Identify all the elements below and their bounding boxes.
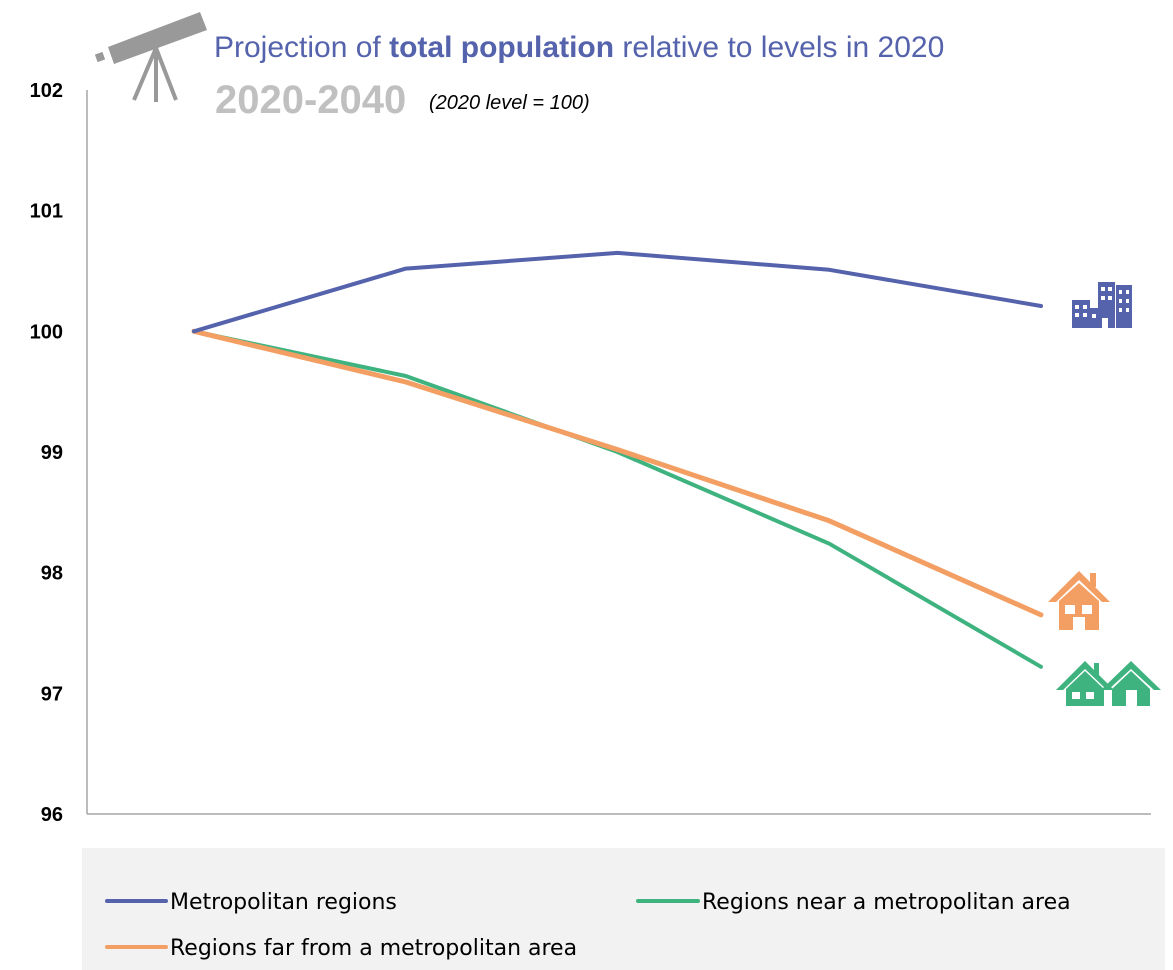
y-tick-label: 97 bbox=[41, 683, 63, 705]
legend-entry-metro: Metropolitan regions bbox=[105, 890, 397, 915]
series-line-near bbox=[192, 329, 1043, 669]
subtitle-note: (2020 level = 100) bbox=[429, 92, 590, 114]
legend-label-near: Regions near a metropolitan area bbox=[702, 890, 1071, 915]
y-tick-label: 96 bbox=[41, 804, 63, 826]
legend: Metropolitan regions Regions near a metr… bbox=[82, 848, 1165, 970]
chart-title: Projection of total population relative … bbox=[214, 31, 944, 64]
y-tick-label: 102 bbox=[30, 80, 63, 102]
legend-label-far: Regions far from a metropolitan area bbox=[170, 936, 577, 961]
y-tick-label: 98 bbox=[41, 563, 63, 585]
title-prefix: Projection of bbox=[214, 31, 389, 64]
series-lines bbox=[191, 250, 1044, 669]
legend-background bbox=[82, 848, 1165, 970]
title-suffix: relative to levels in 2020 bbox=[614, 31, 944, 64]
y-tick-label: 99 bbox=[41, 442, 63, 464]
two-houses-icon bbox=[1056, 661, 1161, 706]
legend-entry-far: Regions far from a metropolitan area bbox=[105, 936, 577, 961]
subtitle-range: 2020-2040 bbox=[215, 78, 406, 122]
house-icon bbox=[1048, 571, 1110, 630]
y-tick-labels: 96 97 98 99 100 101 102 bbox=[30, 80, 63, 826]
series-line-metro bbox=[192, 250, 1043, 334]
telescope-icon bbox=[94, 12, 207, 102]
title-bold: total population bbox=[389, 31, 614, 64]
legend-entry-near: Regions near a metropolitan area bbox=[636, 890, 1071, 915]
legend-label-metro: Metropolitan regions bbox=[170, 890, 397, 915]
y-tick-label: 101 bbox=[30, 201, 63, 223]
series-line-far bbox=[191, 328, 1044, 618]
city-buildings-icon bbox=[1072, 282, 1132, 328]
y-tick-label: 100 bbox=[30, 321, 63, 343]
